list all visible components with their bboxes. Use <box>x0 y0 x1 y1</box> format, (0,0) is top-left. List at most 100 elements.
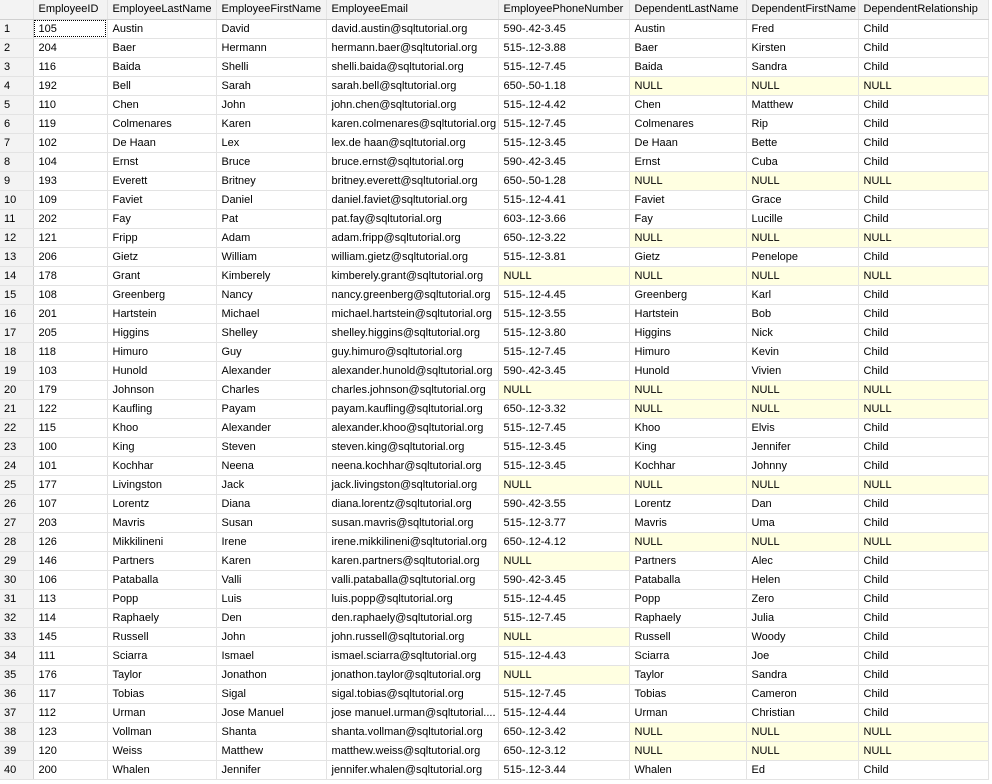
employee-phone-cell[interactable]: 515-.12-7.45 <box>498 57 630 77</box>
employee-id-cell[interactable]: 122 <box>33 399 108 419</box>
table-row[interactable]: 9 193 Everett Britney britney.everett@sqltut… <box>0 171 989 191</box>
employee-first-name-cell[interactable]: Neena <box>216 456 327 476</box>
employee-first-name-cell[interactable]: Alexander <box>216 418 327 438</box>
row-number[interactable]: 18 <box>0 342 34 362</box>
table-row[interactable]: 28 126 Mikkilineni Irene irene.mikkilineni@s… <box>0 532 989 552</box>
employee-last-name-cell[interactable]: Faviet <box>107 190 217 210</box>
table-row[interactable]: 24 101 Kochhar Neena neena.kochhar@sqltutori… <box>0 456 989 476</box>
employee-first-name-cell[interactable]: Adam <box>216 228 327 248</box>
employee-email-cell[interactable]: karen.colmenares@sqltutorial.org <box>326 114 499 134</box>
row-number[interactable]: 17 <box>0 323 34 343</box>
employee-first-name-cell[interactable]: John <box>216 627 327 647</box>
dependent-first-name-cell[interactable]: Penelope <box>746 247 859 267</box>
employee-first-name-cell[interactable]: Jose Manuel <box>216 703 327 723</box>
employee-first-name-cell[interactable]: Shelli <box>216 57 327 77</box>
row-number[interactable]: 22 <box>0 418 34 438</box>
employee-first-name-cell[interactable]: Jennifer <box>216 760 327 780</box>
dependent-relationship-cell[interactable]: Child <box>858 304 989 324</box>
employee-email-cell[interactable]: charles.johnson@sqltutorial.org <box>326 380 499 400</box>
employee-last-name-cell[interactable]: Grant <box>107 266 217 286</box>
employee-phone-cell[interactable]: 590-.42-3.45 <box>498 19 630 39</box>
employee-email-cell[interactable]: diana.lorentz@sqltutorial.org <box>326 494 499 514</box>
employee-id-cell[interactable]: 193 <box>33 171 108 191</box>
employee-phone-cell[interactable]: 650-.50-1.28 <box>498 171 630 191</box>
employee-phone-cell[interactable]: 515-.12-7.45 <box>498 418 630 438</box>
employee-phone-cell[interactable]: 590-.42-3.45 <box>498 152 630 172</box>
table-row[interactable]: 1 105 Austin David david.austin@sqltutorial.… <box>0 19 989 39</box>
employee-last-name-cell[interactable]: Johnson <box>107 380 217 400</box>
dependent-first-name-cell[interactable]: Cuba <box>746 152 859 172</box>
row-number[interactable]: 12 <box>0 228 34 248</box>
employee-id-cell[interactable]: 112 <box>33 703 108 723</box>
employee-email-cell[interactable]: steven.king@sqltutorial.org <box>326 437 499 457</box>
employee-first-name-cell[interactable]: Lex <box>216 133 327 153</box>
table-row[interactable]: 20 179 Johnson Charles charles.johnson@sqltu… <box>0 380 989 400</box>
employee-phone-cell[interactable]: NULL <box>498 266 630 286</box>
row-number[interactable]: 29 <box>0 551 34 571</box>
row-number[interactable]: 40 <box>0 760 34 780</box>
table-row[interactable]: 30 106 Pataballa Valli valli.pataballa@sqltu… <box>0 570 989 590</box>
employee-last-name-cell[interactable]: Raphaely <box>107 608 217 628</box>
dependent-first-name-cell[interactable]: Helen <box>746 570 859 590</box>
employee-first-name-cell[interactable]: David <box>216 19 327 39</box>
dependent-last-name-cell[interactable]: Hunold <box>629 361 747 381</box>
employee-id-cell[interactable]: 177 <box>33 475 108 495</box>
employee-phone-cell[interactable]: 515-.12-3.45 <box>498 133 630 153</box>
dependent-first-name-cell[interactable]: NULL <box>746 171 859 191</box>
employee-email-cell[interactable]: kimberely.grant@sqltutorial.org <box>326 266 499 286</box>
dependent-relationship-cell[interactable]: NULL <box>858 380 989 400</box>
employee-last-name-cell[interactable]: Colmenares <box>107 114 217 134</box>
employee-last-name-cell[interactable]: Lorentz <box>107 494 217 514</box>
employee-phone-cell[interactable]: NULL <box>498 627 630 647</box>
table-row[interactable]: 35 176 Taylor Jonathon jonathon.taylor@sqltu… <box>0 665 989 685</box>
dependent-relationship-cell[interactable]: NULL <box>858 532 989 552</box>
table-row[interactable]: 36 117 Tobias Sigal sigal.tobias@sqltutorial… <box>0 684 989 704</box>
dependent-relationship-cell[interactable]: NULL <box>858 228 989 248</box>
dependent-relationship-cell[interactable]: NULL <box>858 171 989 191</box>
employee-last-name-cell[interactable]: Kaufling <box>107 399 217 419</box>
employee-phone-cell[interactable]: 590-.42-3.45 <box>498 570 630 590</box>
row-number[interactable]: 39 <box>0 741 34 761</box>
dependent-relationship-cell[interactable]: Child <box>858 513 989 533</box>
employee-id-cell[interactable]: 203 <box>33 513 108 533</box>
dependent-first-name-cell[interactable]: Bette <box>746 133 859 153</box>
dependent-relationship-cell[interactable]: NULL <box>858 475 989 495</box>
dependent-first-name-cell[interactable]: Sandra <box>746 665 859 685</box>
employee-first-name-cell[interactable]: Charles <box>216 380 327 400</box>
employee-phone-cell[interactable]: 650-.50-1.18 <box>498 76 630 96</box>
employee-id-cell[interactable]: 206 <box>33 247 108 267</box>
table-row[interactable]: 3 116 Baida Shelli shelli.baida@sqltutorial.… <box>0 57 989 77</box>
table-row[interactable]: 17 205 Higgins Shelley shelley.higgins@sqltu… <box>0 323 989 343</box>
employee-phone-cell[interactable]: 515-.12-4.45 <box>498 589 630 609</box>
employee-id-cell[interactable]: 192 <box>33 76 108 96</box>
dependent-first-name-cell[interactable]: Matthew <box>746 95 859 115</box>
employee-first-name-cell[interactable]: Jonathon <box>216 665 327 685</box>
dependent-first-name-cell[interactable]: Nick <box>746 323 859 343</box>
employee-email-cell[interactable]: alexander.khoo@sqltutorial.org <box>326 418 499 438</box>
dependent-first-name-cell[interactable]: Kevin <box>746 342 859 362</box>
employee-id-cell[interactable]: 121 <box>33 228 108 248</box>
employee-phone-cell[interactable]: 590-.42-3.55 <box>498 494 630 514</box>
employee-last-name-cell[interactable]: Sciarra <box>107 646 217 666</box>
employee-last-name-cell[interactable]: Baer <box>107 38 217 58</box>
row-number[interactable]: 3 <box>0 57 34 77</box>
employee-first-name-cell[interactable]: Shanta <box>216 722 327 742</box>
table-row[interactable]: 5 110 Chen John john.chen@sqltutorial.org 515… <box>0 95 989 115</box>
employee-phone-cell[interactable]: 515-.12-3.88 <box>498 38 630 58</box>
dependent-relationship-cell[interactable]: Child <box>858 703 989 723</box>
dependent-last-name-cell[interactable]: Khoo <box>629 418 747 438</box>
employee-email-cell[interactable]: david.austin@sqltutorial.org <box>326 19 499 39</box>
row-number[interactable]: 38 <box>0 722 34 742</box>
employee-id-cell[interactable]: 110 <box>33 95 108 115</box>
employee-id-cell[interactable]: 105 <box>33 19 108 39</box>
employee-id-cell[interactable]: 108 <box>33 285 108 305</box>
employee-phone-cell[interactable]: 515-.12-4.44 <box>498 703 630 723</box>
employee-phone-cell[interactable]: 515-.12-3.80 <box>498 323 630 343</box>
employee-last-name-cell[interactable]: Fay <box>107 209 217 229</box>
dependent-relationship-cell[interactable]: NULL <box>858 266 989 286</box>
dependent-relationship-cell[interactable]: NULL <box>858 76 989 96</box>
employee-first-name-cell[interactable]: William <box>216 247 327 267</box>
employee-id-cell[interactable]: 104 <box>33 152 108 172</box>
dependent-last-name-header[interactable]: DependentLastName <box>629 0 747 20</box>
dependent-first-name-cell[interactable]: Grace <box>746 190 859 210</box>
